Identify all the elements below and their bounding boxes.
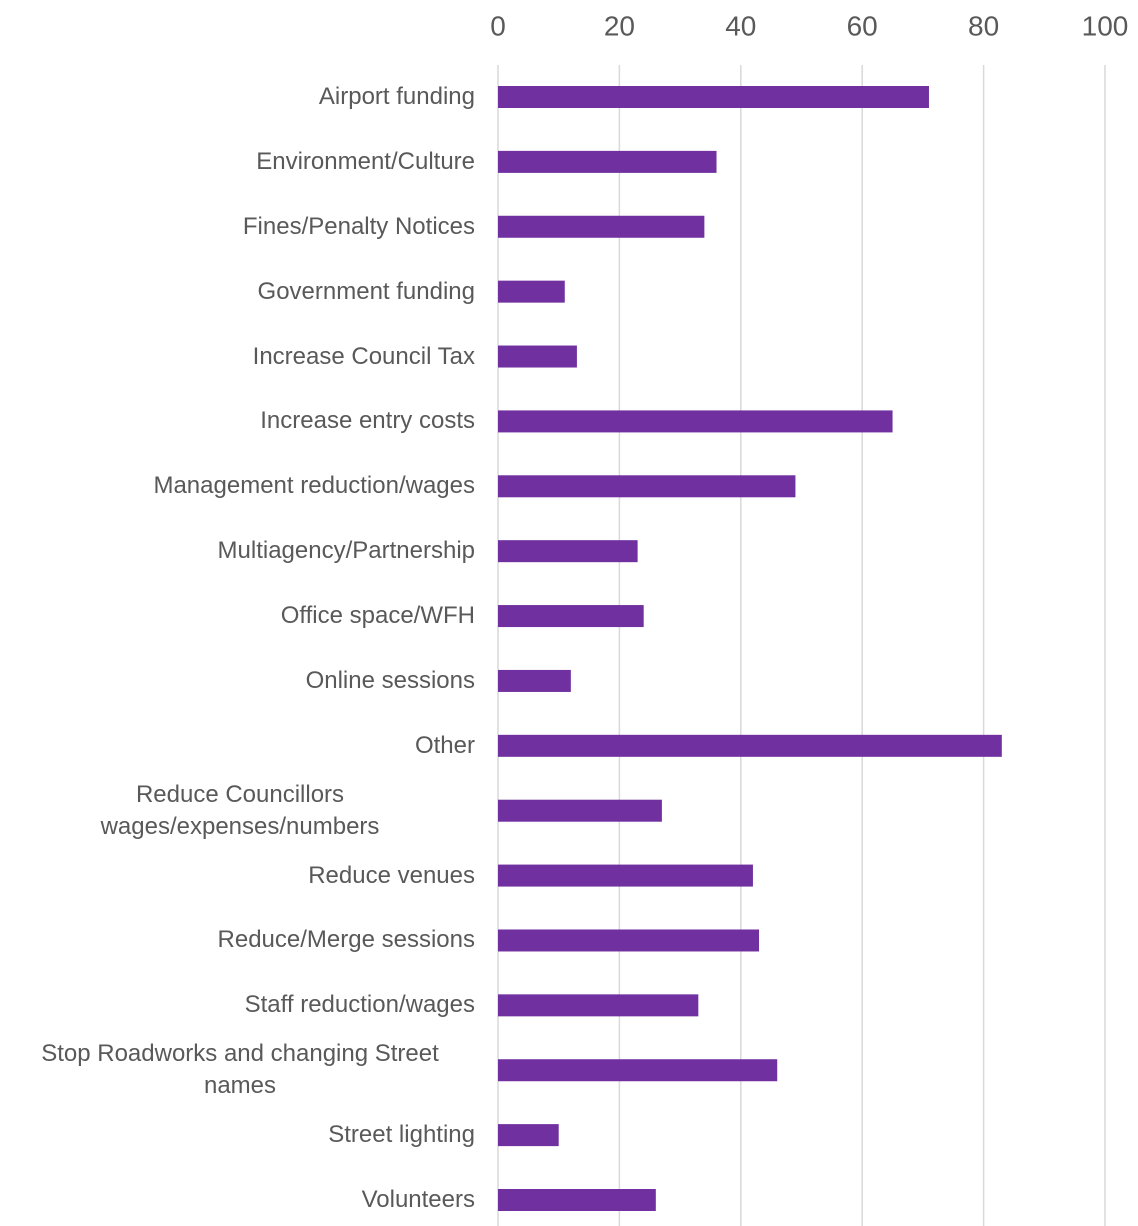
bar — [498, 1189, 656, 1211]
x-tick-label: 80 — [968, 10, 999, 41]
y-tick-label: Online sessions — [305, 666, 475, 694]
y-tick-label: Reduce venues — [308, 861, 475, 889]
y-tick-label: Stop Roadworks and changing Street names — [41, 1040, 439, 1100]
y-tick-label: Airport funding — [318, 83, 475, 110]
bar — [498, 345, 577, 368]
bar — [498, 1059, 778, 1082]
category-label-box: Other — [5, 706, 475, 786]
bar — [498, 150, 717, 173]
category-label-box: Fines/Penalty Notices — [5, 187, 475, 267]
category-label-box: Environment/Culture — [5, 122, 475, 202]
bar — [498, 215, 705, 238]
y-tick-label: Environment/Culture — [256, 147, 475, 175]
y-tick-label: Volunteers — [361, 1186, 475, 1213]
category-label-box: Increase entry costs — [5, 381, 475, 461]
x-tick-label: 40 — [725, 10, 756, 41]
category-label-box: Volunteers — [5, 1160, 475, 1226]
category-label-box: Online sessions — [5, 641, 475, 721]
y-tick-label: Staff reduction/wages — [244, 991, 475, 1019]
bar — [498, 864, 753, 887]
bar — [498, 799, 662, 822]
bar — [498, 86, 929, 108]
category-label-box: Street lighting — [5, 1095, 475, 1175]
bar — [498, 280, 565, 303]
x-tick-label: 100 — [1082, 10, 1129, 41]
category-label-box: Staff reduction/wages — [5, 965, 475, 1045]
y-tick-label: Management reduction/wages — [153, 472, 475, 500]
y-tick-label: Government funding — [257, 277, 475, 305]
category-label-box: Airport funding — [5, 57, 475, 137]
y-tick-label: Increase entry costs — [260, 407, 475, 435]
bar — [498, 994, 699, 1017]
y-tick-label: Fines/Penalty Notices — [242, 212, 475, 240]
y-tick-label: Reduce/Merge sessions — [217, 926, 475, 954]
bar — [498, 734, 1002, 757]
y-tick-label: Increase Council Tax — [252, 342, 475, 370]
category-label-box: Reduce venues — [5, 836, 475, 916]
category-label-box: Multiagency/Partnership — [5, 511, 475, 591]
x-tick-label: 60 — [847, 10, 878, 41]
y-tick-label: Reduce Councillors wages/expenses/number… — [100, 780, 380, 840]
bar — [498, 669, 571, 692]
x-tick-label: 0 — [490, 10, 506, 41]
category-label-box: Increase Council Tax — [5, 317, 475, 397]
category-label-box: Government funding — [5, 252, 475, 332]
bar — [498, 540, 638, 563]
category-label-box: Office space/WFH — [5, 576, 475, 656]
y-tick-label: Street lighting — [328, 1121, 475, 1149]
x-tick-label: 20 — [604, 10, 635, 41]
y-tick-label: Other — [414, 731, 475, 759]
bar — [498, 1124, 559, 1147]
category-label-box: Management reduction/wages — [5, 446, 475, 526]
y-tick-label: Multiagency/Partnership — [217, 537, 475, 565]
category-label-box: Stop Roadworks and changing Street names — [5, 1030, 475, 1110]
y-tick-label: Office space/WFH — [280, 602, 475, 630]
category-label-box: Reduce Councillors wages/expenses/number… — [5, 771, 475, 851]
bar — [498, 605, 644, 628]
category-label-box: Reduce/Merge sessions — [5, 900, 475, 980]
bar — [498, 410, 893, 433]
bar — [498, 475, 796, 498]
bar — [498, 929, 760, 952]
